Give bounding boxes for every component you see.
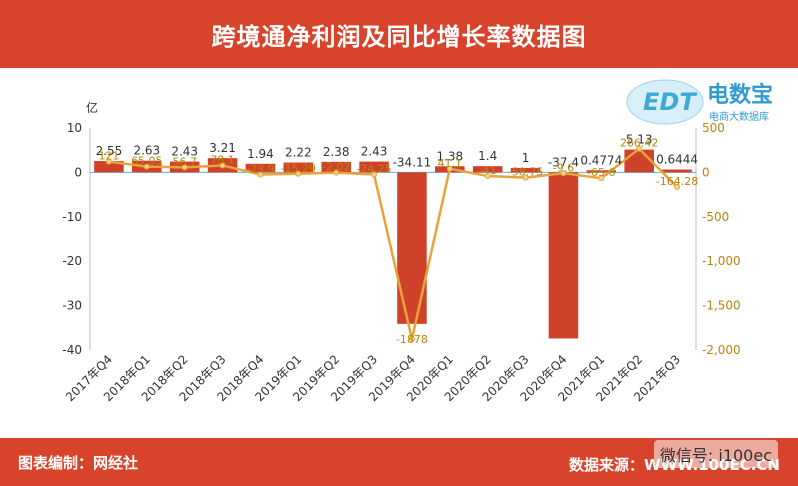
bar-value-label: 0.6444 xyxy=(656,153,698,167)
growth-point xyxy=(257,171,264,178)
logo-icon: EDT 电数宝 电商大数据库 xyxy=(626,79,773,125)
growth-point xyxy=(636,145,643,152)
growth-value-label: -24.25 xyxy=(356,163,391,176)
growth-value-label: -9.6 xyxy=(553,161,574,174)
bar xyxy=(94,161,124,173)
growth-point xyxy=(522,174,529,181)
bar xyxy=(510,167,541,173)
bar-value-label: 2.22 xyxy=(285,146,312,160)
bar xyxy=(586,170,617,173)
bar-value-label: 3.21 xyxy=(209,141,236,155)
logo: EDT 电数宝 电商大数据库 xyxy=(625,72,795,132)
y2-tick-label: -2,000 xyxy=(702,343,741,357)
bar xyxy=(321,161,351,173)
y2-tick-label: -500 xyxy=(702,210,729,224)
bar-value-label: 1.94 xyxy=(247,147,274,161)
growth-point xyxy=(181,164,188,171)
bar-value-label: 1.4 xyxy=(478,149,497,163)
growth-point xyxy=(484,173,491,180)
bar-value-label: 2.63 xyxy=(133,144,160,158)
growth-value-label: 41.1 xyxy=(438,157,463,170)
growth-value-label: 266.42 xyxy=(620,137,659,150)
bar-value-label: 2.43 xyxy=(171,145,198,159)
bar xyxy=(245,163,276,173)
chart-area: 亿 10 0 -10 -20 -30 -40 500 0 -500 -1,000 -1,500 -2,0… xyxy=(0,68,798,438)
growth-value-label: -2.02 xyxy=(322,161,350,174)
growth-point xyxy=(674,183,681,190)
growth-point xyxy=(219,162,226,169)
growth-value-label: -41 xyxy=(479,164,497,177)
bar xyxy=(397,172,427,324)
growth-point xyxy=(408,336,415,343)
growth-point xyxy=(560,170,567,177)
bar-value-label: 5.13 xyxy=(626,133,653,147)
bar xyxy=(359,161,389,173)
growth-value-label: -15.29 xyxy=(281,162,316,175)
growth-point xyxy=(143,163,150,170)
bar-value-label: 2.43 xyxy=(361,145,388,159)
growth-value-label: 78.1 xyxy=(210,153,235,166)
bar xyxy=(662,169,692,173)
bar-value-label: 1 xyxy=(522,151,530,165)
growth-point xyxy=(371,171,378,178)
growth-value-label: 65.05 xyxy=(131,155,163,168)
growth-value-label: -164.28 xyxy=(656,175,698,188)
bar xyxy=(283,162,314,173)
bar-value-label: 1.38 xyxy=(436,149,463,163)
growth-point xyxy=(598,175,605,182)
growth-value-label: -23.9 xyxy=(246,163,274,176)
growth-point xyxy=(105,158,112,165)
bar-value-label: -34.11 xyxy=(393,155,432,169)
bar xyxy=(548,172,579,339)
growth-value-label: -1878 xyxy=(396,333,428,346)
growth-value-label: 121 xyxy=(98,150,119,163)
growth-value-label: -58.75 xyxy=(508,166,543,179)
footer-source-editor: 图表编制：网经社 xyxy=(18,454,139,472)
page-title: 跨境通净利润及同比增长率数据图 xyxy=(211,22,587,51)
bar-value-label: 2.38 xyxy=(323,145,350,159)
title-bar: 跨境通净利润及同比增长率数据图 xyxy=(0,0,798,68)
y2-tick-label: -1,500 xyxy=(702,299,741,313)
y-tick-label: -30 xyxy=(62,299,82,313)
y-tick-label: -40 xyxy=(62,343,82,357)
y2-tick-label: 500 xyxy=(702,121,725,135)
y-axis-unit: 亿 xyxy=(86,100,98,115)
logo-subtext: 电商大数据库 xyxy=(709,110,769,123)
y2-tick-label: 0 xyxy=(702,165,710,179)
wechat-watermark: 微信号: i100ec xyxy=(653,440,778,468)
y-tick-label: -10 xyxy=(62,210,82,224)
growth-line xyxy=(108,147,678,340)
growth-point xyxy=(446,165,453,172)
bar xyxy=(624,149,654,173)
y-tick-label: 10 xyxy=(67,121,82,135)
logo-mark: EDT xyxy=(643,88,697,116)
chart-svg: 亿 10 0 -10 -20 -30 -40 500 0 -500 -1,000 -1,500 -2,0… xyxy=(62,100,741,404)
growth-value-label: 56.7 xyxy=(172,155,197,168)
y-tick-label: 0 xyxy=(74,165,82,179)
growth-value-label: -65.6 xyxy=(587,166,615,179)
growth-point xyxy=(295,170,302,177)
bar xyxy=(472,166,503,173)
y2-tick-label: -1,000 xyxy=(702,254,741,268)
growth-point xyxy=(333,169,340,176)
y-tick-label: -20 xyxy=(62,254,82,268)
bar-value-label: 2.55 xyxy=(96,144,123,158)
bar-value-label: -37.4 xyxy=(548,155,579,169)
logo-text: 电数宝 xyxy=(707,82,773,108)
bar-value-label: 0.4774 xyxy=(580,153,622,167)
